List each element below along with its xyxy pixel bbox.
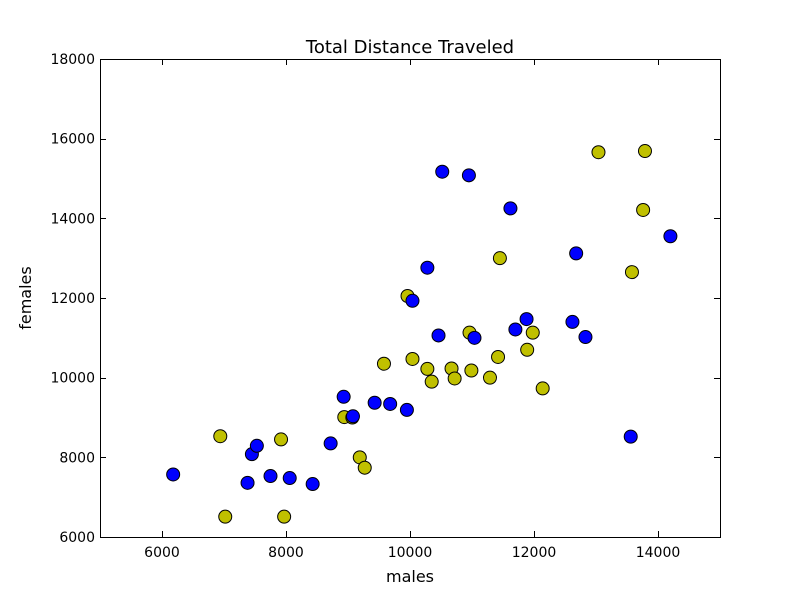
data-point — [491, 349, 506, 364]
y-tick-label: 6000 — [59, 530, 95, 546]
data-point — [508, 322, 523, 337]
chart-title: Total Distance Traveled — [305, 37, 514, 58]
y-tick-label: 10000 — [50, 371, 95, 387]
data-point — [405, 351, 420, 366]
data-point — [519, 312, 534, 327]
data-point — [263, 469, 278, 484]
y-tick-label: 8000 — [59, 450, 95, 466]
data-point — [636, 202, 651, 217]
data-point — [535, 381, 550, 396]
data-point — [464, 363, 479, 378]
data-point — [637, 144, 652, 159]
data-point — [305, 477, 320, 492]
data-point — [376, 356, 391, 371]
data-point — [282, 471, 297, 486]
plot-area-frame — [100, 59, 721, 538]
data-point — [482, 370, 497, 385]
data-point — [591, 145, 606, 160]
x-axis-label: males — [386, 567, 434, 586]
data-point — [277, 509, 292, 524]
data-point — [431, 328, 446, 343]
y-tick-label: 18000 — [50, 52, 95, 68]
x-tick-label: 6000 — [144, 545, 180, 561]
y-axis-label: females — [16, 266, 35, 330]
data-point — [565, 314, 580, 329]
y-tick-label: 16000 — [50, 132, 95, 148]
data-point — [503, 201, 518, 216]
data-point — [420, 361, 435, 376]
data-point — [467, 330, 482, 345]
x-tick-label: 14000 — [636, 545, 681, 561]
data-point — [399, 402, 414, 417]
y-tick-label: 14000 — [50, 211, 95, 227]
data-point — [435, 164, 450, 179]
y-tick-label: 12000 — [50, 291, 95, 307]
x-tick-label: 10000 — [388, 545, 433, 561]
data-point — [274, 432, 289, 447]
data-point — [525, 325, 540, 340]
data-point — [357, 460, 372, 475]
data-point — [578, 330, 593, 345]
data-point — [323, 436, 338, 451]
data-point — [166, 467, 181, 482]
data-point — [424, 374, 439, 389]
data-point — [492, 251, 507, 266]
data-point — [447, 371, 462, 386]
data-point — [249, 438, 264, 453]
data-point — [218, 509, 233, 524]
data-point — [213, 429, 228, 444]
data-point — [624, 265, 639, 280]
data-point — [420, 260, 435, 275]
data-point — [336, 389, 351, 404]
data-point — [405, 293, 420, 308]
data-point — [623, 429, 638, 444]
data-point — [663, 229, 678, 244]
x-tick-label: 12000 — [512, 545, 557, 561]
data-points — [166, 144, 678, 524]
data-point — [383, 396, 398, 411]
data-point — [569, 246, 584, 261]
x-tick-label: 8000 — [268, 545, 304, 561]
data-point — [461, 168, 476, 183]
data-point — [367, 395, 382, 410]
data-point — [240, 475, 255, 490]
data-point — [345, 409, 360, 424]
axis-ticks: 6000 8000 10000 12000 14000 6000 8000 10000 1200… — [50, 52, 720, 561]
data-point — [520, 342, 535, 357]
